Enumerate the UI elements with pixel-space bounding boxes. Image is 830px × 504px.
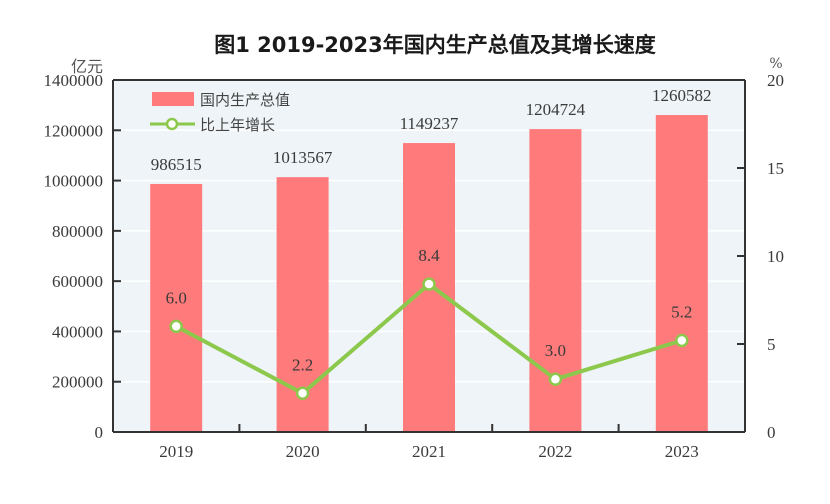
left-axis-ticks: 0 200000 400000 600000 800000 1000000 1200000 1… [44,71,121,442]
legend-label-growth: 比上年增长 [200,116,275,134]
left-tick-label: 1000000 [44,172,104,191]
chart-title: 图1 2019-2023年国内生产总值及其增长速度 [214,33,656,57]
bar-label-2021: 1149237 [400,114,459,133]
left-tick-label: 400000 [52,322,103,341]
bar-2022 [529,129,582,432]
x-tick-label-2021: 2021 [412,442,446,461]
growth-point-2022 [548,372,563,386]
x-tick-label-2022: 2022 [538,442,572,461]
legend: 国内生产总值 比上年增长 [150,91,290,134]
left-tick-label: 1400000 [44,71,104,90]
left-axis-unit: 亿元 [71,57,103,76]
right-tick-label: 15 [767,159,784,178]
bar-label-2020: 1013567 [273,148,333,167]
bar-label-2022: 1204724 [526,100,586,119]
x-axis-ticks: 2019 2020 2021 2022 2023 [159,424,699,461]
growth-point-2021 [422,277,436,291]
growth-label-2021: 8.4 [418,246,440,265]
right-axis-unit: % [769,56,782,72]
line-labels: 6.0 2.2 8.4 3.0 5.2 [166,246,693,374]
left-tick-label: 0 [95,423,104,442]
x-tick-label-2020: 2020 [286,442,320,461]
x-tick-label-2019: 2019 [159,442,193,461]
right-tick-label: 20 [767,71,784,90]
legend-label-gdp: 国内生产总值 [200,91,290,109]
left-tick-label: 200000 [52,373,103,392]
legend-line-marker [165,117,179,131]
bar-series [150,115,708,433]
right-tick-label: 0 [767,423,776,442]
bar-label-2023: 1260582 [652,86,712,105]
growth-label-2020: 2.2 [292,355,313,374]
left-tick-label: 1200000 [44,121,104,140]
right-tick-label: 5 [767,335,776,354]
line-series [169,277,689,401]
bar-2023 [655,115,708,433]
x-tick-label-2023: 2023 [665,442,699,461]
growth-label-2023: 5.2 [671,302,692,321]
growth-label-2022: 3.0 [545,341,566,360]
bar-labels: 986515 1013567 1149237 1204724 1260582 [151,86,712,174]
bar-label-2019: 986515 [151,155,202,174]
growth-label-2019: 6.0 [166,288,187,307]
right-axis-ticks: 0 5 10 15 20 [737,71,784,442]
growth-point-2023 [675,333,689,348]
left-tick-label: 600000 [52,272,103,291]
legend-bar-swatch [152,92,194,106]
growth-point-2019 [169,319,183,334]
growth-point-2020 [295,386,310,401]
right-tick-label: 10 [767,247,784,266]
bar-2019 [150,183,203,432]
left-tick-label: 800000 [52,222,103,241]
